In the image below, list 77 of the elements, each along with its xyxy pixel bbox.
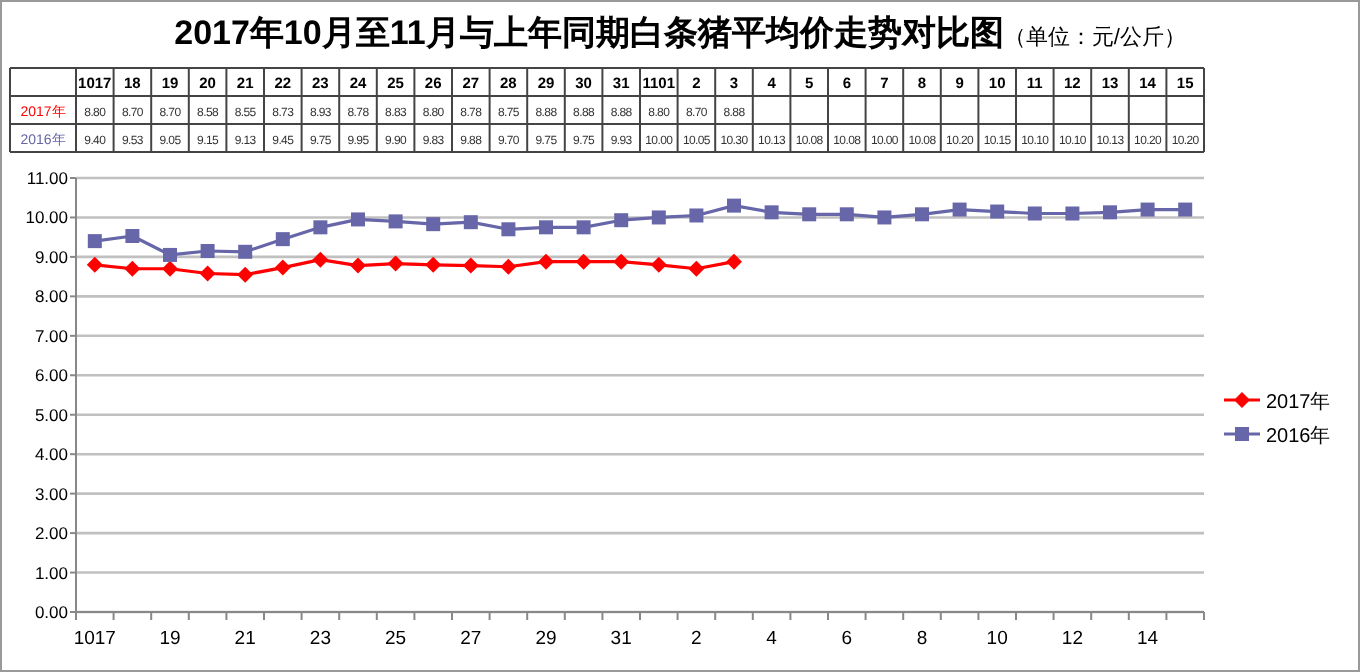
point [199, 265, 216, 282]
point [387, 255, 404, 272]
point [312, 251, 329, 268]
point [990, 204, 1005, 219]
chart-title: 2017年10月至11月与上年同期白条猪平均价走势对比图 [174, 14, 1004, 52]
point [313, 220, 328, 235]
point [539, 220, 553, 235]
y-tick-label: 5.00 [34, 404, 69, 425]
point [688, 260, 705, 277]
y-tick-label: 11.00 [26, 168, 69, 188]
chart-subtitle: （单位：元/公斤） [1003, 24, 1186, 50]
legend-label: 2016年 [1266, 424, 1331, 448]
point [575, 253, 592, 270]
legend-label: 2017年 [1266, 390, 1331, 414]
point [1065, 206, 1080, 221]
point [952, 202, 967, 217]
point [500, 258, 517, 275]
point [877, 210, 892, 225]
point [426, 217, 441, 232]
category-label: 19 [159, 628, 181, 650]
point [162, 260, 178, 277]
point [764, 205, 779, 220]
category-label: 1017 [73, 628, 116, 650]
point [839, 207, 854, 222]
point [614, 213, 629, 228]
point [237, 266, 254, 283]
point [501, 222, 516, 237]
category-label: 10 [986, 628, 1008, 650]
category-label: 12 [1061, 628, 1083, 650]
y-tick-label: 9.00 [34, 246, 69, 267]
point [87, 234, 102, 249]
point [1027, 206, 1042, 221]
category-label: 27 [460, 628, 482, 650]
point [425, 256, 442, 273]
y-tick-label: 8.00 [34, 286, 69, 307]
point [726, 253, 742, 270]
point [163, 247, 177, 262]
category-label: 31 [610, 628, 632, 650]
point [727, 198, 741, 213]
point [915, 207, 929, 222]
y-tick-label: 0.00 [34, 602, 69, 622]
y-tick-label: 6.00 [34, 365, 69, 386]
point [1140, 202, 1155, 217]
point [200, 243, 215, 258]
point [1103, 205, 1117, 220]
y-tick-label: 10.00 [25, 207, 69, 228]
point [275, 232, 290, 247]
point [274, 259, 291, 276]
y-tick-label: 2.00 [34, 523, 69, 544]
point [689, 208, 704, 223]
point [576, 220, 591, 235]
point [238, 244, 253, 259]
y-tick-label: 4.00 [34, 444, 69, 465]
point [651, 210, 666, 225]
y-tick-label: 1.00 [34, 562, 69, 583]
point [802, 207, 817, 222]
category-label: 29 [535, 628, 557, 650]
point [86, 256, 103, 273]
category-label: 21 [234, 628, 256, 650]
point [462, 257, 479, 274]
point [124, 260, 141, 277]
point [1178, 202, 1193, 217]
point [351, 212, 365, 227]
category-label: 25 [385, 628, 407, 650]
category-label: 6 [841, 628, 853, 650]
point [613, 253, 630, 270]
point [388, 214, 403, 229]
point [650, 256, 667, 273]
y-tick-label: 3.00 [34, 483, 69, 504]
point [125, 229, 140, 243]
point [538, 253, 554, 270]
point [463, 215, 478, 230]
category-label: 23 [309, 628, 331, 650]
category-label: 8 [916, 628, 928, 650]
y-tick-label: 7.00 [34, 325, 69, 346]
category-label: 14 [1137, 628, 1159, 650]
point [350, 257, 366, 274]
